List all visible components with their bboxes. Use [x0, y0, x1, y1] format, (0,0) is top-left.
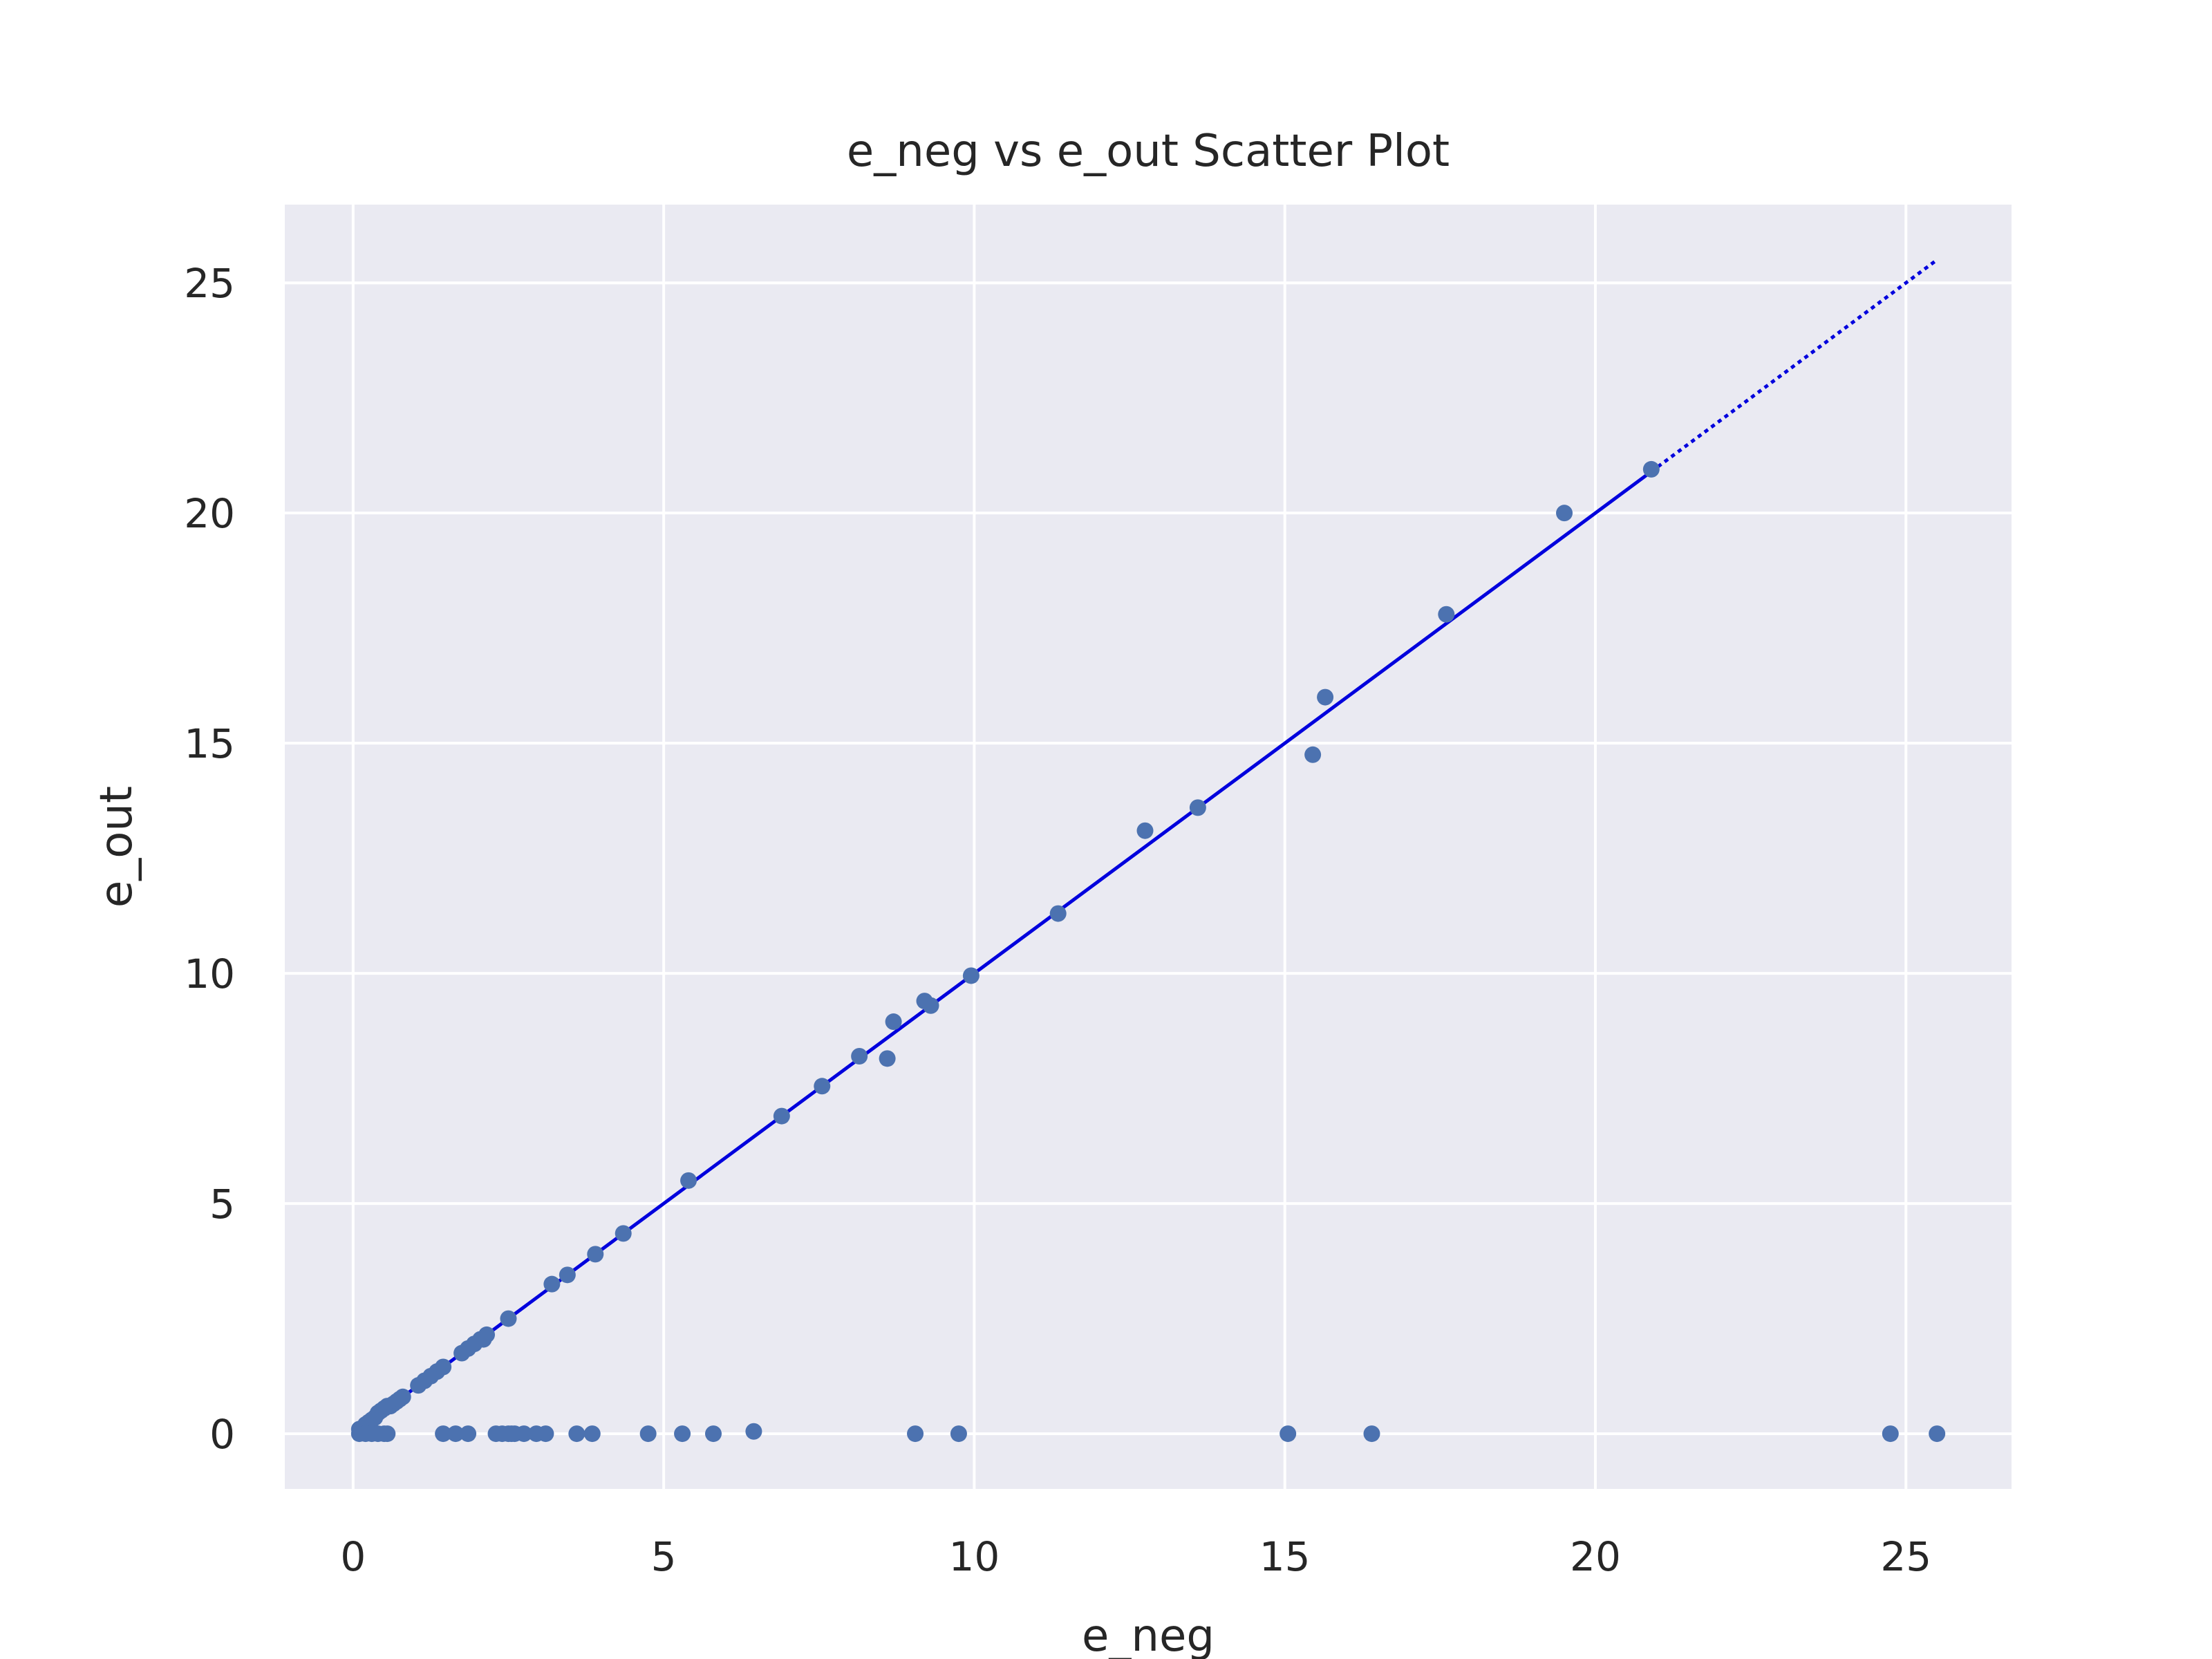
data-point	[885, 1013, 902, 1031]
data-point	[435, 1358, 452, 1376]
data-point	[1317, 688, 1334, 706]
data-point	[500, 1310, 517, 1327]
data-point	[447, 1425, 465, 1443]
x-axis-label: e_neg	[1082, 1611, 1215, 1659]
data-point	[674, 1425, 691, 1443]
data-point	[478, 1326, 496, 1343]
data-point	[1049, 905, 1067, 922]
data-point	[745, 1423, 762, 1440]
x-tick-label: 15	[1259, 1533, 1311, 1580]
data-point	[587, 1246, 604, 1263]
y-tick-label: 10	[184, 950, 235, 997]
data-point	[1438, 606, 1455, 623]
data-point	[615, 1225, 632, 1242]
data-point	[1642, 460, 1660, 478]
data-point	[680, 1172, 697, 1189]
data-point	[851, 1048, 868, 1065]
data-points	[350, 460, 1946, 1443]
data-point	[907, 1425, 924, 1443]
trend-line-extension	[1650, 258, 1938, 474]
data-point	[705, 1425, 722, 1443]
data-point	[1882, 1425, 1899, 1443]
y-tick-label: 15	[184, 720, 235, 767]
data-point	[515, 1425, 532, 1443]
data-point	[1136, 822, 1154, 839]
data-point	[1189, 799, 1206, 816]
data-point	[559, 1266, 576, 1284]
x-tick-label: 5	[651, 1533, 677, 1580]
data-point	[879, 1050, 896, 1067]
data-point	[639, 1425, 657, 1443]
y-tick-label: 5	[209, 1181, 235, 1228]
y-axis-label: e_out	[91, 786, 142, 908]
y-tick-label: 25	[184, 260, 235, 307]
y-tick-label: 0	[209, 1411, 235, 1458]
data-point	[537, 1425, 554, 1443]
data-point	[1556, 505, 1573, 522]
y-tick-labels: 0 5 10 15 20 25	[184, 260, 235, 1458]
trend-line	[358, 470, 1653, 1431]
x-tick-labels: 0 5 10 15 20 25	[340, 1533, 1931, 1580]
data-point	[583, 1425, 601, 1443]
x-tick-label: 25	[1880, 1533, 1931, 1580]
chart-title: e_neg vs e_out Scatter Plot	[847, 126, 1450, 177]
trend-line-layer	[358, 258, 1938, 1431]
data-point	[1929, 1425, 1946, 1443]
x-tick-label: 10	[948, 1533, 1000, 1580]
y-tick-label: 20	[184, 490, 235, 537]
data-point	[543, 1275, 561, 1293]
grid-lines	[285, 205, 2012, 1489]
x-tick-label: 20	[1570, 1533, 1621, 1580]
data-point	[1304, 746, 1322, 763]
data-point	[922, 997, 939, 1014]
data-point	[962, 967, 980, 984]
data-point	[1363, 1425, 1380, 1443]
data-point	[568, 1425, 585, 1443]
data-point	[814, 1078, 831, 1095]
data-point	[1280, 1425, 1297, 1443]
data-point	[460, 1425, 477, 1443]
data-point	[379, 1425, 396, 1443]
data-point	[435, 1425, 452, 1443]
data-point	[394, 1388, 411, 1405]
x-tick-label: 0	[340, 1533, 366, 1580]
data-point	[950, 1425, 967, 1443]
data-point	[773, 1107, 790, 1125]
